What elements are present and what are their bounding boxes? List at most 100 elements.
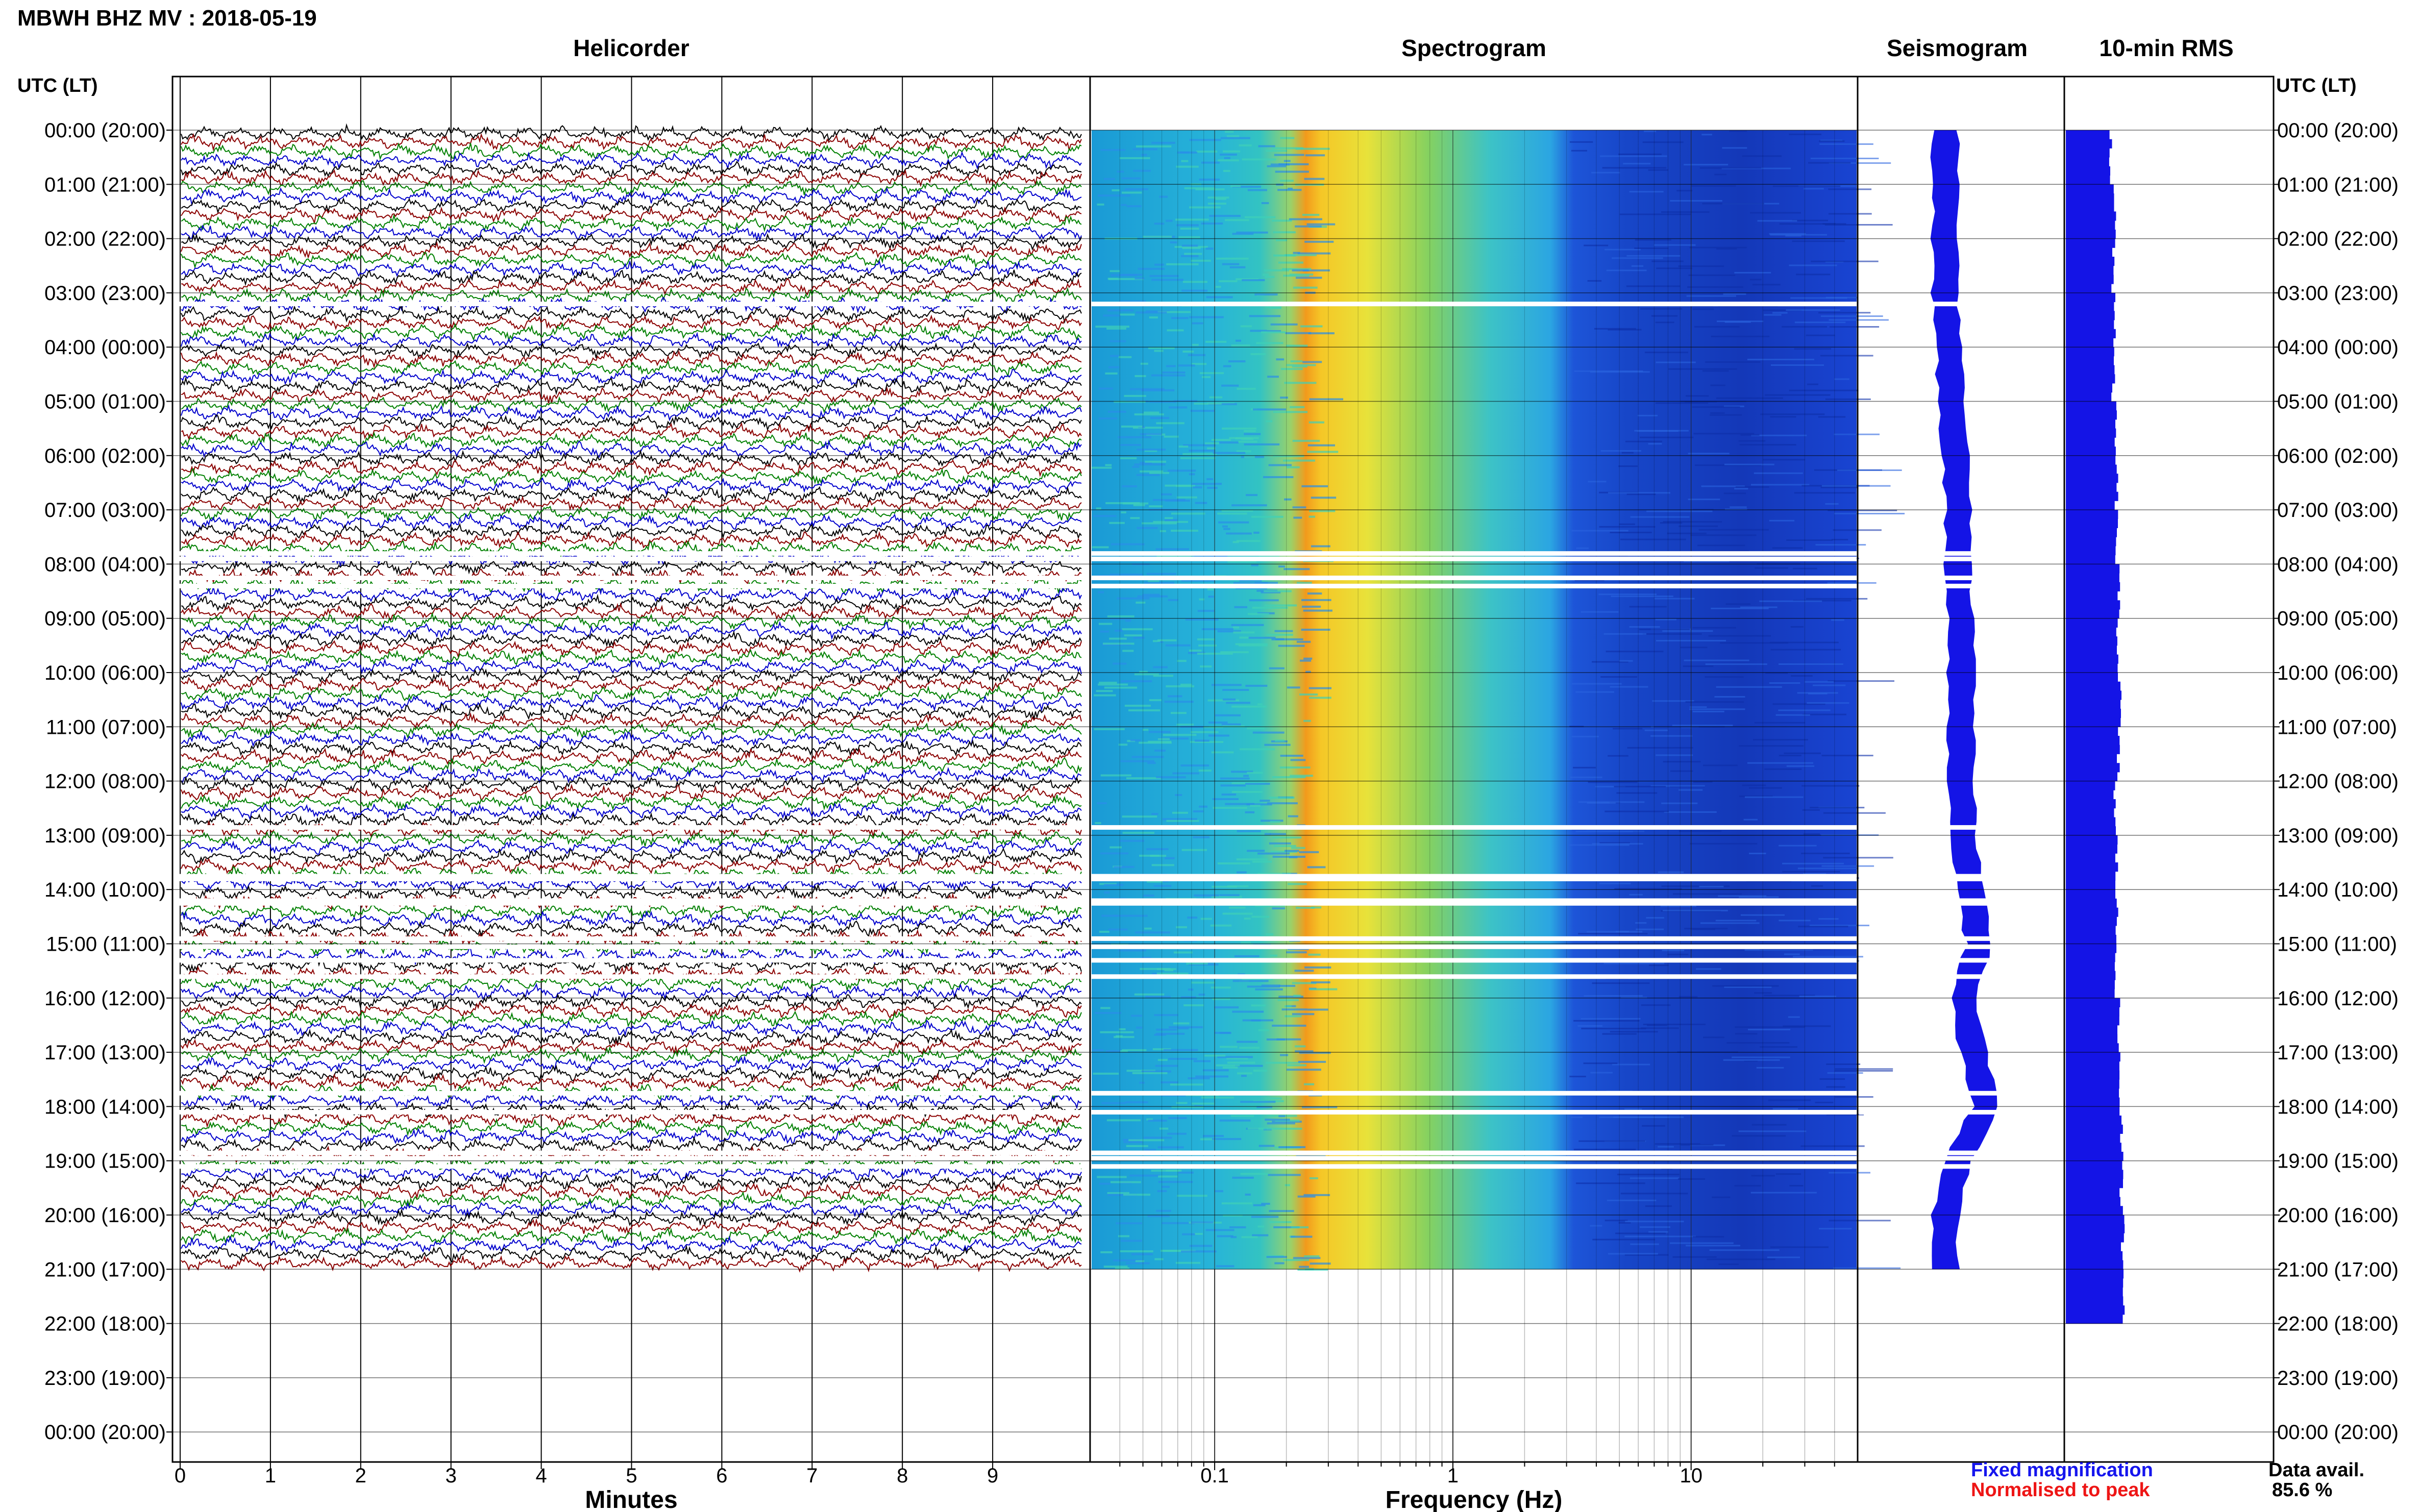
spectrogram-texture	[1103, 178, 1115, 180]
spectrogram-texture	[1239, 1047, 1260, 1049]
rms-bar	[2066, 491, 2118, 501]
spectrogram-texture	[1181, 1250, 1217, 1253]
rms-bar	[2066, 717, 2121, 727]
spectrogram-texture	[1779, 920, 1811, 922]
spectrogram-texture	[1195, 502, 1207, 504]
spectrogram-texture	[1148, 580, 1159, 583]
spectrogram-texture	[1738, 1130, 1807, 1132]
spectrogram-texture	[1252, 607, 1288, 609]
spectrogram-texture	[1772, 312, 1788, 314]
spectrogram-texture	[1223, 170, 1230, 172]
spectrogram-texture	[1302, 269, 1330, 271]
helicorder-trace	[181, 286, 1082, 306]
y-tick-label-right: 04:00 (00:00)	[2277, 336, 2399, 359]
seismogram-trace	[1930, 130, 1997, 1270]
spectrogram-texture	[1194, 894, 1219, 897]
spectrogram-texture	[1636, 928, 1664, 930]
spectrogram-texture	[1213, 452, 1246, 454]
spectrogram-texture	[1600, 155, 1667, 157]
spectrogram-texture	[1156, 1209, 1171, 1212]
spectrogram-texture	[1685, 401, 1717, 403]
spectrogram-texture	[1784, 953, 1800, 955]
spectrogram-texture	[1810, 158, 1879, 159]
rms-bar	[2066, 482, 2117, 492]
spectrogram-texture	[1237, 387, 1256, 390]
y-tick-label-left: 18:00 (14:00)	[44, 1096, 166, 1118]
x-axis-label-minutes: Minutes	[585, 1486, 677, 1512]
spectrogram-texture	[1124, 394, 1146, 397]
helicorder-trace	[181, 1201, 1082, 1218]
spectrogram-texture	[1297, 1195, 1316, 1198]
spectrogram-texture	[1619, 213, 1691, 215]
data-gap	[174, 901, 1089, 906]
spectrogram-texture	[1607, 1199, 1657, 1201]
spectrogram-texture	[1829, 162, 1891, 164]
spectrogram-texture	[1136, 474, 1160, 476]
spectrogram-texture	[1826, 1063, 1861, 1065]
rms-bar	[2066, 1197, 2120, 1206]
spectrogram-texture	[1590, 1225, 1602, 1227]
spectrogram-texture	[1617, 1174, 1680, 1176]
y-tick-label-left: 07:00 (03:00)	[44, 499, 166, 522]
spectrogram-texture	[1265, 306, 1281, 309]
spectrogram-texture	[1707, 1258, 1775, 1260]
spectrogram-texture	[1272, 147, 1303, 150]
spectrogram-texture	[1166, 685, 1194, 687]
spectrogram-texture	[1240, 1101, 1276, 1103]
spectrogram-texture	[1207, 203, 1226, 205]
helicorder-trace	[181, 685, 1082, 703]
spectrogram-texture	[1147, 880, 1163, 883]
helicorder-trace	[181, 179, 1082, 197]
rms-bar	[2066, 1269, 2124, 1279]
helicorder-trace	[181, 703, 1082, 721]
spectrogram-texture	[1120, 839, 1145, 842]
spectrogram-texture	[1705, 663, 1767, 665]
spectrogram-texture	[1181, 255, 1199, 257]
spectrogram-texture	[1126, 1262, 1150, 1265]
spectrogram-texture	[1258, 145, 1275, 147]
spectrogram-texture	[1642, 633, 1702, 635]
y-tick-label-right: 11:00 (07:00)	[2277, 716, 2397, 738]
helicorder-trace	[181, 731, 1082, 748]
helicorder-trace	[181, 414, 1082, 432]
spectrogram-texture	[1220, 137, 1250, 139]
spectrogram-texture	[1242, 978, 1273, 980]
spectrogram-texture	[1646, 510, 1713, 512]
spectrogram-texture	[1233, 582, 1268, 584]
spectrogram-texture	[1256, 342, 1283, 344]
spectrogram-texture	[1782, 326, 1828, 328]
spectrogram-texture	[1725, 603, 1750, 605]
spectrogram-texture	[1613, 728, 1643, 730]
spectrogram-texture	[1121, 511, 1126, 514]
rms-bar	[2066, 455, 2116, 465]
spectrogram-texture	[1220, 1046, 1238, 1048]
data-gap	[1859, 1150, 2063, 1155]
spectrogram-texture	[1154, 350, 1164, 352]
spectrogram-texture	[1309, 398, 1343, 401]
rms-bar	[2066, 971, 2116, 980]
y-tick-label-right: 12:00 (08:00)	[2277, 771, 2399, 793]
helicorder-trace	[181, 277, 1082, 295]
helicorder-trace	[181, 1136, 1082, 1155]
spectrogram-texture	[1701, 485, 1745, 487]
y-tick-label-right: 09:00 (05:00)	[2277, 608, 2399, 630]
spectrogram-texture	[1122, 1049, 1147, 1051]
spectrogram-texture	[1779, 845, 1817, 847]
spectrogram-texture	[1272, 836, 1302, 839]
spectrogram-texture	[1209, 396, 1223, 399]
spectrogram-texture	[1134, 277, 1145, 280]
spectrogram-texture	[1269, 842, 1291, 845]
spectrogram-texture	[1100, 774, 1131, 777]
rms-bar	[2066, 1025, 2117, 1035]
helicorder-trace	[181, 187, 1082, 207]
helicorder-trace	[181, 269, 1082, 286]
spectrogram-texture	[1690, 842, 1758, 845]
spectrogram-texture	[1608, 1253, 1658, 1255]
spectrogram-texture	[1651, 260, 1684, 262]
spectrogram-texture	[1233, 631, 1255, 634]
spectrogram-texture	[1109, 574, 1143, 576]
spectrogram-texture	[1133, 636, 1145, 639]
spectrogram-texture	[1245, 1194, 1251, 1196]
spectrogram-texture	[1264, 833, 1271, 835]
spectrogram-texture	[1264, 604, 1297, 607]
